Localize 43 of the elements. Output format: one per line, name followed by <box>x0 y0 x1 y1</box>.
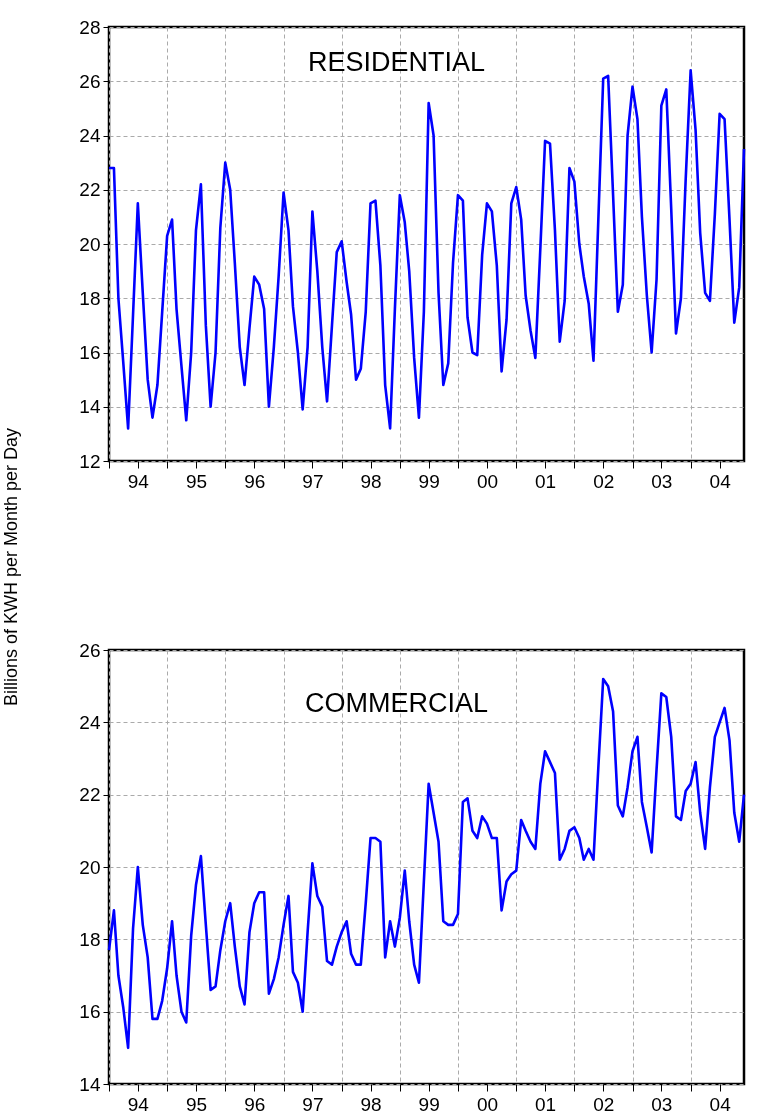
x-tick-label: 04 <box>709 1093 732 1111</box>
x-tick-label: 97 <box>302 1093 324 1111</box>
y-tick-label: 22 <box>79 784 101 806</box>
text: RESIDENTIAL <box>307 47 486 77</box>
y-tick-label: 24 <box>79 125 101 146</box>
y-tick-label: 14 <box>79 396 101 418</box>
y-tick-label: 16 <box>79 1001 101 1023</box>
text: COMMERCIAL <box>304 688 489 718</box>
x-tick-label: 00 <box>476 470 499 492</box>
x-tick-label: 02 <box>593 470 615 492</box>
y-tick-label: 20 <box>79 233 101 255</box>
y-tick-label: 22 <box>79 179 101 201</box>
x-tick-label: 01 <box>535 1093 557 1111</box>
x-tick-label: 00 <box>476 1093 499 1111</box>
x-tick-label: 97 <box>302 470 324 492</box>
y-tick-label: 18 <box>79 287 101 309</box>
x-tick-label: 04 <box>709 470 732 492</box>
y-tick-label: 12 <box>79 450 101 472</box>
y-tick-label: 14 <box>79 1073 101 1095</box>
x-tick-label: 03 <box>651 1093 673 1111</box>
x-tick-label: 95 <box>185 1093 208 1111</box>
x-tick-label: 94 <box>127 1093 150 1111</box>
x-tick-label: 95 <box>185 470 208 492</box>
y-tick-label: 20 <box>79 856 101 878</box>
x-tick-label: 02 <box>593 1093 615 1111</box>
x-tick-label: 98 <box>360 1093 382 1111</box>
y-tick-label: 28 <box>79 16 101 38</box>
x-tick-label: 03 <box>651 470 673 492</box>
line-series <box>107 677 746 1050</box>
x-tick-label: 94 <box>127 470 150 492</box>
x-tick-label: 98 <box>360 470 382 492</box>
line-series <box>107 69 746 430</box>
y-tick-label: 24 <box>79 711 101 733</box>
x-tick-label: 96 <box>244 470 266 492</box>
y-tick-label: 26 <box>79 639 101 661</box>
y-tick-label: 18 <box>79 928 101 950</box>
y-tick-label: 16 <box>79 342 101 363</box>
x-tick-label: 99 <box>418 1093 440 1111</box>
x-tick-label: 96 <box>244 1093 266 1111</box>
x-tick-label: 01 <box>535 470 557 492</box>
y-tick-label: 26 <box>79 70 101 92</box>
x-tick-label: 99 <box>418 470 440 492</box>
y-axis-title: Billions of KWH per Month per Day <box>1 427 21 707</box>
